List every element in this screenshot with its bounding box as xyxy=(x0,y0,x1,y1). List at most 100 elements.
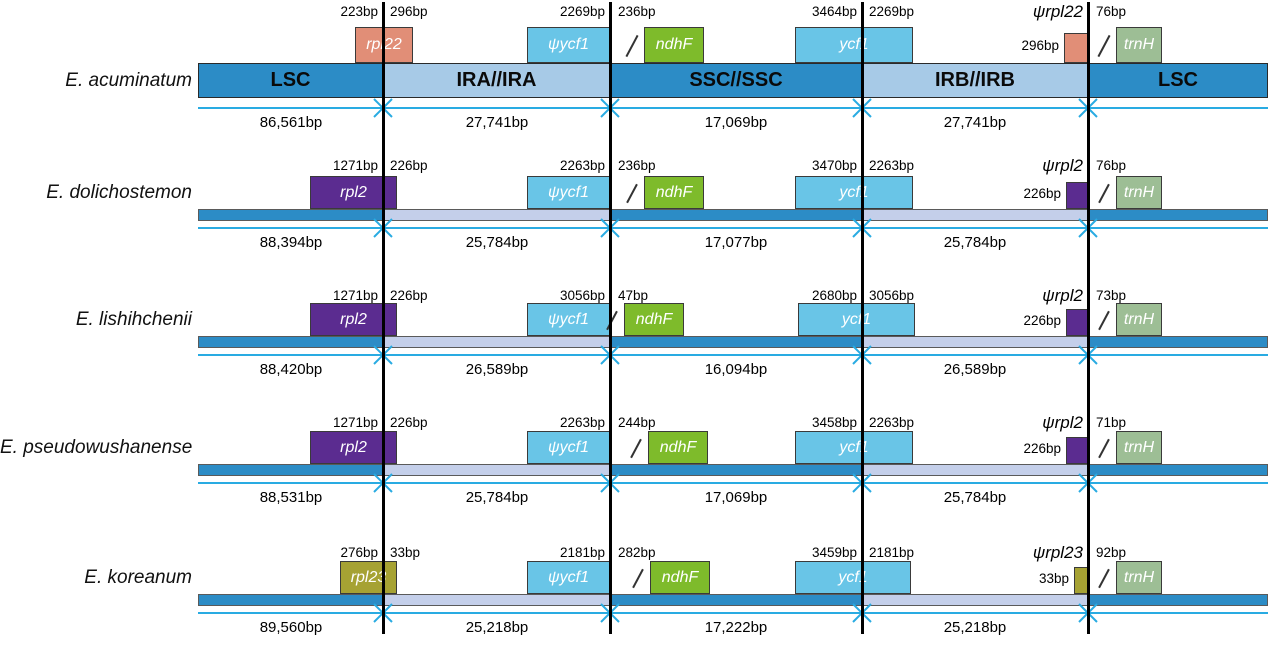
gene-label-psi-ycf1: ψycf1 xyxy=(548,568,589,586)
bp-label-rpl2-left: 1271bp xyxy=(332,415,378,430)
bp-label-rpl2-right: 226bp xyxy=(390,158,428,173)
gene-box-rpl23: rpl23 xyxy=(340,561,397,594)
bp-label-trnH: 76bp xyxy=(1096,4,1127,19)
arrow-length-label: 88,420bp xyxy=(259,361,323,378)
gene-box-ndhF: ndhF xyxy=(648,431,708,464)
bar-segment-4 xyxy=(862,63,1088,98)
arrow-length-label: 25,784bp xyxy=(943,234,1007,251)
gene-box-ycf1: ycf1 xyxy=(795,27,913,63)
gene-box-psi-rpl2 xyxy=(1066,309,1088,336)
bp-label-ycf1-left: 2680bp xyxy=(811,288,857,303)
region-label: IRB//IRB xyxy=(935,69,1015,91)
bp-label-psi-rpl2-side: 226bp xyxy=(1023,186,1061,201)
slash-mark-trnH xyxy=(1097,34,1111,58)
gene-label-psi-ycf1: ψycf1 xyxy=(548,310,589,328)
gene-box-ndhF: ndhF xyxy=(650,561,710,594)
gene-box-ndhF: ndhF xyxy=(644,27,704,63)
bp-label-trnH: 76bp xyxy=(1096,158,1127,173)
arrow-length-label: 27,741bp xyxy=(465,114,529,131)
junction-line-2 xyxy=(609,2,612,634)
bp-label-ycf1-left: 3459bp xyxy=(811,545,857,560)
gene-box-psi-rpl2 xyxy=(1066,182,1088,209)
bp-label-ycf1-right: 2181bp xyxy=(869,545,915,560)
bp-label-psi-ycf1: 2181bp xyxy=(559,545,605,560)
pseudogene-title-psi-rpl23: ψrpl23 xyxy=(1032,543,1083,562)
distance-arrows xyxy=(198,603,1268,623)
gene-box-ycf1: ycf1 xyxy=(795,561,911,594)
gene-label-ycf1: ycf1 xyxy=(839,183,869,201)
gene-box-ndhF: ndhF xyxy=(644,176,704,209)
bp-label-ycf1-right: 2263bp xyxy=(869,415,915,430)
species-label: E. pseudowushanense xyxy=(0,437,193,458)
bp-label-psi-rpl2-side: 226bp xyxy=(1023,313,1061,328)
distance-arrows xyxy=(198,98,1268,118)
gene-label-ndhF: ndhF xyxy=(659,438,697,456)
gene-box-ycf1: ycf1 xyxy=(798,303,915,336)
gene-label-rpl23: rpl23 xyxy=(350,568,387,586)
bp-label-trnH: 92bp xyxy=(1096,545,1127,560)
slash-mark-ndhF xyxy=(632,568,644,589)
bp-label-psi-ycf1: 2269bp xyxy=(559,4,605,19)
gene-label-ndhF: ndhF xyxy=(661,568,699,586)
bp-label-rpl2-left: 1271bp xyxy=(332,158,378,173)
region-label: IRA//IRA xyxy=(456,69,537,91)
gene-label-trnH: trnH xyxy=(1123,310,1155,328)
gene-label-ndhF: ndhF xyxy=(655,36,693,53)
arrow-length-label: 27,741bp xyxy=(943,114,1007,131)
bp-label-ndhF: 282bp xyxy=(618,545,656,560)
slash-mark-ndhF xyxy=(630,438,642,459)
bp-label-ycf1-left: 3464bp xyxy=(811,4,857,19)
bp-label-rpl23-left: 276bp xyxy=(340,545,378,560)
gene-box-trnH: trnH xyxy=(1116,176,1162,209)
gene-label-ycf1: ycf1 xyxy=(841,310,872,328)
species-label: E. koreanum xyxy=(84,567,192,588)
gene-box-ycf1: ycf1 xyxy=(795,176,913,209)
gene-box-trnH: trnH xyxy=(1116,303,1162,336)
bp-label-rpl2-right: 226bp xyxy=(390,415,428,430)
species-label: E. dolichostemon xyxy=(46,182,192,203)
gene-box-psi-rpl22 xyxy=(1064,33,1088,63)
bp-label-ndhF: 236bp xyxy=(618,4,656,19)
gene-box-psi-ycf1: ψycf1 xyxy=(527,561,610,594)
region-label: LSC xyxy=(1158,69,1198,91)
gene-label-ndhF: ndhF xyxy=(655,183,693,201)
pseudogene-title-psi-rpl22: ψrpl22 xyxy=(1032,2,1083,21)
gene-box-trnH: trnH xyxy=(1116,561,1162,594)
bp-label-psi-rpl2-side: 226bp xyxy=(1023,441,1061,456)
gene-box-psi-rpl2 xyxy=(1066,437,1088,464)
gene-label-rpl2: rpl2 xyxy=(340,310,367,328)
bp-label-ndhF: 47bp xyxy=(618,288,649,303)
bp-label-ycf1-right: 2269bp xyxy=(869,4,915,19)
bp-label-ndhF: 236bp xyxy=(618,158,656,173)
bp-label-ycf1-right: 3056bp xyxy=(869,288,915,303)
arrow-length-label: 25,784bp xyxy=(465,489,529,506)
species-label: E. lishihchenii xyxy=(75,309,192,330)
bp-label-psi-rpl22-side: 296bp xyxy=(1021,38,1059,53)
bar-segment-5 xyxy=(1088,63,1268,98)
arrow-length-label: 17,069bp xyxy=(704,489,768,506)
arrow-length-label: 16,094bp xyxy=(704,361,768,378)
bp-label-ycf1-right: 2263bp xyxy=(869,158,915,173)
bar-segment-3 xyxy=(610,63,862,98)
arrow-length-label: 26,589bp xyxy=(465,361,529,378)
gene-label-psi-ycf1: ψycf1 xyxy=(548,36,589,53)
pseudogene-title-psi-rpl2: ψrpl2 xyxy=(1042,156,1083,175)
arrow-length-label: 89,560bp xyxy=(259,619,323,636)
bp-label-ycf1-left: 3470bp xyxy=(811,158,857,173)
bp-label-psi-ycf1: 2263bp xyxy=(559,158,605,173)
bp-label-psi-ycf1: 2263bp xyxy=(559,415,605,430)
bp-label-rpl23-right: 33bp xyxy=(390,545,421,560)
gene-label-rpl2: rpl2 xyxy=(340,183,367,201)
arrow-length-label: 86,561bp xyxy=(259,114,323,131)
bp-label-rpl2-right: 226bp xyxy=(390,288,428,303)
junction-line-3 xyxy=(861,2,864,634)
arrow-length-label: 88,394bp xyxy=(259,234,323,251)
arrow-length-label: 17,069bp xyxy=(704,114,768,131)
slash-mark-trnH xyxy=(1098,568,1110,589)
slash-mark-ndhF xyxy=(626,183,638,204)
slash-mark-trnH xyxy=(1098,438,1110,459)
gene-box-psi-ycf1: ψycf1 xyxy=(527,431,610,464)
bp-label-rpl22-right: 296bp xyxy=(390,4,428,19)
pseudogene-title-psi-rpl2: ψrpl2 xyxy=(1042,286,1083,305)
gene-box-psi-ycf1: ψycf1 xyxy=(527,303,610,336)
